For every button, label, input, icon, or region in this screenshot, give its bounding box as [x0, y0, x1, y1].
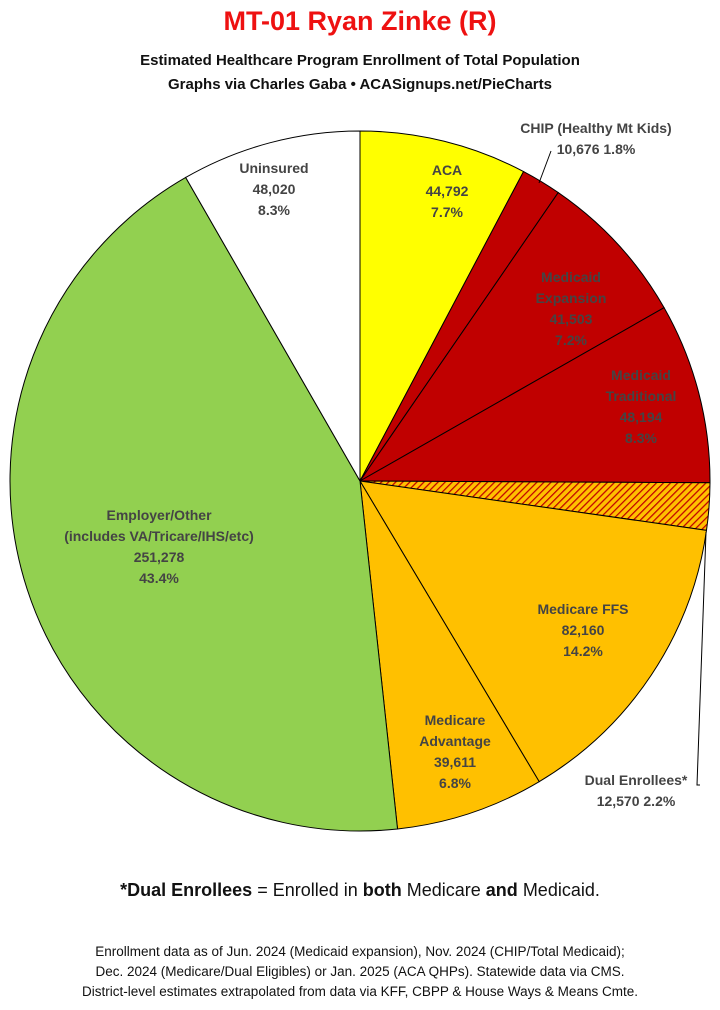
- pie-slices: [9, 130, 711, 832]
- leader-lines: [538, 150, 707, 786]
- slice-label-medicare-ffs: Medicare FFS 82,160 14.2%: [537, 601, 628, 659]
- pie-slice-employer-other-includes-va-tricare-ihs-etc: [9, 176, 399, 832]
- footnote-both: both: [362, 880, 402, 900]
- chart-title: MT-01 Ryan Zinke (R): [223, 6, 497, 36]
- slice-label-medicare-advantage: Medicare Advantage 39,611 6.8%: [419, 712, 491, 791]
- source-line-3: District-level estimates extrapolated fr…: [82, 984, 638, 999]
- slice-label-employer-other-includes-va-tricare-ihs-etc: Employer/Other (includes VA/Tricare/IHS/e…: [64, 507, 254, 586]
- footnote-term: *Dual Enrollees: [120, 880, 253, 900]
- slice-label-medicaid-expansion: Medicaid Expansion 41,503 7.2%: [536, 269, 607, 348]
- pie-slice-medicaid-traditional: [358, 306, 711, 484]
- footnote-text-2: Medicare: [401, 880, 486, 900]
- chip-leader-line: [538, 150, 552, 184]
- source-line-2: Dec. 2024 (Medicare/Dual Eligibles) or J…: [95, 964, 625, 979]
- pie-slice-medicare-advantage: [359, 480, 540, 830]
- footnote-and: and: [485, 880, 518, 900]
- dual-enrollees-leader-line: [696, 531, 707, 786]
- pie-slice-medicare-ffs: [359, 480, 708, 783]
- slice-label-chip-healthy-mt-kids: CHIP (Healthy Mt Kids) 10,676 1.8%: [520, 120, 671, 157]
- slice-label-uninsured: Uninsured 48,020 8.3%: [239, 160, 308, 218]
- slice-labels: ACA 44,792 7.7% CHIP (Healthy Mt Kids) 10,67…: [64, 120, 688, 809]
- pie-chart: ACA 44,792 7.7% CHIP (Healthy Mt Kids) 10,67…: [9, 120, 711, 832]
- pie-slice-aca: [359, 130, 525, 482]
- footnote-text-1: = Enrolled in: [252, 880, 363, 900]
- chart-subtitle: Estimated Healthcare Program Enrollment …: [140, 52, 580, 69]
- slice-label-medicaid-traditional: Medicaid Traditional 48,194 8.3%: [606, 367, 677, 446]
- source-line-1: Enrollment data as of Jun. 2024 (Medicai…: [95, 944, 625, 959]
- chart-credit: Graphs via Charles Gaba • ACASignups.net…: [168, 76, 552, 93]
- dual-enrollees-footnote: *Dual Enrollees = Enrolled in both Medic…: [0, 880, 720, 901]
- pie-slice-uninsured: [185, 130, 361, 483]
- pie-slice-medicaid-expansion: [359, 191, 665, 482]
- slice-label-aca: ACA 44,792 7.7%: [426, 162, 469, 220]
- source-notes: Enrollment data as of Jun. 2024 (Medicai…: [0, 942, 720, 1002]
- footnote-text-3: Medicaid.: [517, 880, 600, 900]
- slice-label-dual-enrollees: Dual Enrollees* 12,570 2.2%: [585, 772, 688, 809]
